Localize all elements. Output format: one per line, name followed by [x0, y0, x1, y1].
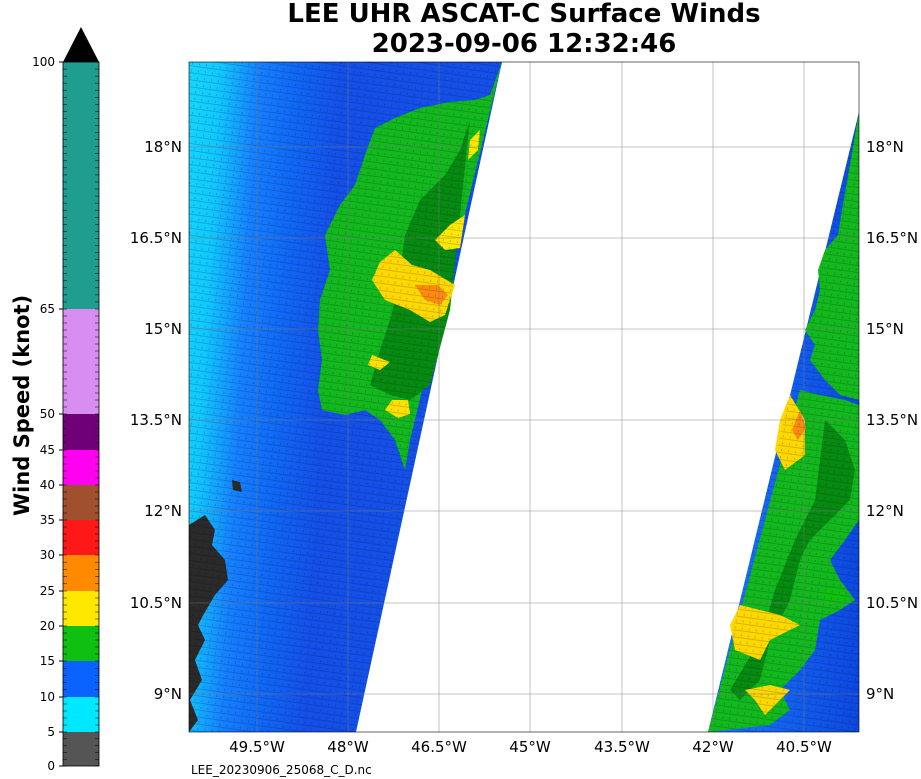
latitude-labels-left: 18°N 16.5°N 15°N 13.5°N 12°N 10.5°N 9°N — [130, 138, 182, 703]
latitude-label: 9°N — [154, 685, 182, 703]
map-timestamp: 2023-09-06 12:32:46 — [371, 29, 677, 59]
latitude-label: 10.5°N — [866, 594, 918, 612]
colorbar-tick-label: 5 — [47, 725, 55, 739]
colorbar-tick-label: 100 — [32, 55, 55, 69]
latitude-label: 15°N — [144, 320, 182, 338]
latitude-label: 9°N — [866, 685, 894, 703]
source-filename: LEE_20230906_25068_C_D.nc — [191, 763, 372, 777]
colorbar-label: Wind Speed (knot) — [10, 294, 34, 516]
latitude-label: 13.5°N — [130, 411, 182, 429]
colorbar-tick-label: 15 — [40, 654, 55, 668]
colorbar-segment — [63, 450, 99, 485]
latitude-label: 15°N — [866, 320, 904, 338]
colorbar-tick-label: 45 — [40, 443, 55, 457]
longitude-label: 48°W — [327, 738, 369, 756]
colorbar-segment — [63, 555, 99, 591]
longitude-label: 46.5°W — [411, 738, 467, 756]
colorbar-segment — [63, 309, 99, 414]
colorbar-extend-arrow — [63, 27, 99, 62]
map-gridlines — [189, 62, 859, 732]
colorbar-segment — [63, 485, 99, 520]
colorbar-segment — [63, 626, 99, 661]
longitude-label: 40.5°W — [776, 738, 832, 756]
longitude-labels: 49.5°W 48°W 46.5°W 45°W 43.5°W 42°W 40.5°W — [229, 738, 832, 756]
colorbar-tick-label: 65 — [40, 302, 55, 316]
colorbar-tick-label: 50 — [40, 407, 55, 421]
longitude-label: 45°W — [509, 738, 551, 756]
latitude-label: 16.5°N — [130, 229, 182, 247]
colorbar-tick-label: 0 — [47, 759, 55, 773]
latitude-label: 10.5°N — [130, 594, 182, 612]
colorbar-tick-label: 10 — [40, 690, 55, 704]
colorbar-segment — [63, 62, 99, 309]
longitude-label: 49.5°W — [229, 738, 285, 756]
colorbar-segment — [63, 414, 99, 450]
colorbar-segment — [63, 661, 99, 697]
colorbar-segment — [63, 591, 99, 626]
longitude-label: 42°W — [692, 738, 734, 756]
colorbar-segment — [63, 520, 99, 555]
latitude-label: 12°N — [144, 502, 182, 520]
latitude-label: 18°N — [866, 138, 904, 156]
colorbar-segment — [63, 732, 99, 766]
colorbar-tick-label: 35 — [40, 513, 55, 527]
colorbar-segment — [63, 697, 99, 732]
latitude-label: 12°N — [866, 502, 904, 520]
latitude-labels-right: 18°N 16.5°N 15°N 13.5°N 12°N 10.5°N 9°N — [866, 138, 918, 703]
colorbar-tick-label: 30 — [40, 548, 55, 562]
map-title: LEE UHR ASCAT-C Surface Winds — [287, 0, 761, 29]
latitude-label: 13.5°N — [866, 411, 918, 429]
latitude-label: 18°N — [144, 138, 182, 156]
longitude-label: 43.5°W — [594, 738, 650, 756]
colorbar-tick-label: 20 — [40, 619, 55, 633]
map-frame — [188, 61, 860, 733]
colorbar-tick-label: 25 — [40, 584, 55, 598]
wind-field — [189, 62, 859, 732]
latitude-label: 16.5°N — [866, 229, 918, 247]
colorbar-tick-label: 40 — [40, 478, 55, 492]
